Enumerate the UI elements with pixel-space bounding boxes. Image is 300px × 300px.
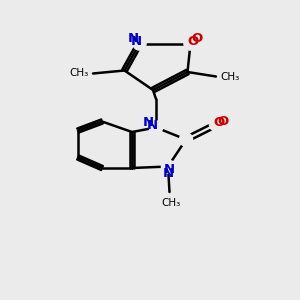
Circle shape [179,133,193,146]
Circle shape [161,160,175,173]
Text: N: N [147,118,158,132]
Text: O: O [213,116,225,130]
Circle shape [149,121,163,134]
Text: O: O [188,34,199,48]
Text: N: N [163,163,175,176]
Text: N: N [143,116,154,129]
Text: CH₃: CH₃ [220,71,240,82]
Text: O: O [217,115,228,128]
Circle shape [209,118,223,131]
Text: N: N [162,167,174,180]
Text: CH₃: CH₃ [69,68,88,79]
Circle shape [184,37,197,50]
Text: N: N [127,32,139,45]
Text: N: N [131,34,142,48]
Text: CH₃: CH₃ [161,198,181,208]
Circle shape [133,37,146,50]
Text: O: O [191,32,203,45]
